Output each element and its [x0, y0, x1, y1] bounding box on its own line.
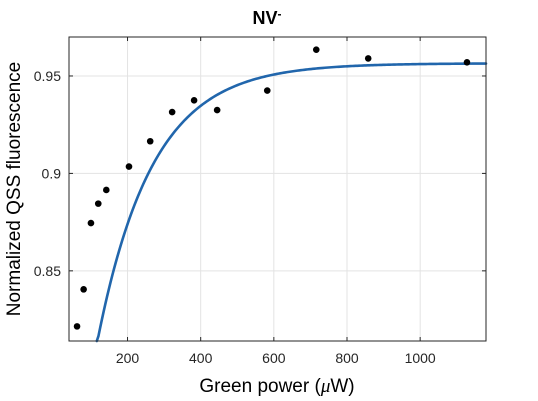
grid — [69, 37, 486, 341]
data-point-13 — [463, 59, 471, 66]
data-point-8 — [190, 97, 198, 104]
data-point-1 — [80, 286, 87, 293]
data-point-11 — [312, 46, 320, 53]
y-tick-label-2: 0.95 — [34, 68, 61, 84]
x-tick-label-1: 400 — [189, 350, 213, 366]
data-point-9 — [213, 106, 221, 114]
x-axis-ticks: 200 400 600 800 1000 — [116, 37, 436, 366]
fit-curve — [95, 62, 488, 343]
x-axis-label-mu: μ — [320, 376, 331, 397]
data-point-10 — [263, 87, 271, 94]
y-tick-label-1: 0.9 — [42, 165, 62, 181]
y-tick-label-0: 0.85 — [34, 263, 61, 279]
data-point-5 — [125, 163, 133, 170]
chart-title: NV- — [252, 7, 281, 28]
fit-curve-layer — [95, 62, 488, 343]
y-axis-ticks: 0.85 0.9 0.95 — [34, 68, 486, 279]
data-point-0 — [73, 323, 81, 330]
data-point-7 — [168, 108, 176, 116]
data-point-3 — [94, 200, 102, 207]
data-point-2 — [87, 219, 95, 227]
plot-frame — [68, 36, 487, 342]
x-axis-label: Green power (μW) — [199, 376, 354, 397]
x-tick-label-4: 1000 — [405, 350, 436, 366]
y-axis-label: Normalized QSS fluorescence — [4, 62, 25, 317]
x-tick-label-3: 800 — [335, 350, 359, 366]
x-tick-label-2: 600 — [262, 350, 286, 366]
chart-title-superscript: - — [278, 7, 282, 21]
x-tick-label-0: 200 — [116, 350, 140, 366]
data-points-layer — [73, 46, 471, 330]
data-point-6 — [146, 137, 154, 145]
data-point-4 — [103, 186, 110, 194]
data-point-12 — [364, 55, 372, 62]
